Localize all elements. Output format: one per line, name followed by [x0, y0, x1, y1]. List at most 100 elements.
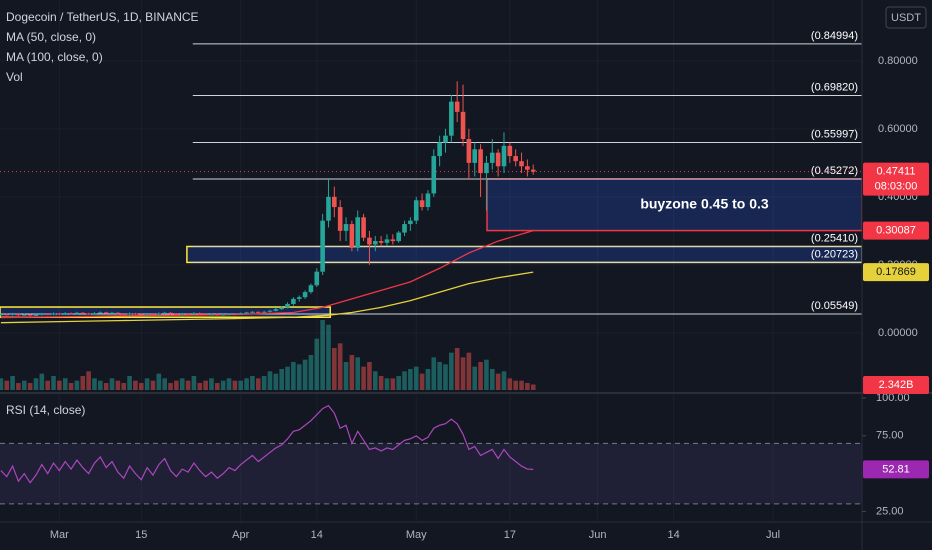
- rsi-pane: [0, 404, 862, 505]
- candle-body: [396, 232, 401, 242]
- volume-bar: [308, 355, 314, 390]
- volume-bar: [343, 362, 349, 390]
- volume-bar: [413, 366, 419, 390]
- volume-bar: [179, 378, 185, 390]
- volume-bar: [454, 348, 460, 390]
- ma-tag: 0.30087: [876, 224, 916, 236]
- volume-bar: [279, 369, 284, 390]
- currency-box[interactable]: [885, 6, 927, 29]
- x-tick-label: 14: [668, 529, 680, 541]
- volume-bar: [267, 371, 273, 390]
- level-label: (0.05549): [811, 300, 858, 312]
- candle-body: [355, 217, 361, 248]
- candle-body: [226, 313, 232, 315]
- volume-bar: [197, 383, 203, 390]
- volume-bar: [285, 366, 290, 390]
- volume-bar: [273, 373, 279, 390]
- candle-body: [209, 314, 214, 316]
- candle-body: [326, 196, 331, 221]
- volume-bar: [372, 371, 378, 390]
- volume-bar: [296, 364, 302, 390]
- candle-body: [361, 217, 366, 238]
- zone: [486, 178, 862, 232]
- volume-bar: [525, 383, 530, 390]
- volume-bar: [121, 383, 127, 390]
- volume-tag-bg: [863, 376, 929, 394]
- candle-body: [103, 312, 109, 314]
- volume-bar: [402, 371, 407, 390]
- volume-bar: [478, 362, 483, 390]
- candle-body: [378, 241, 384, 243]
- x-tick-label: Jun: [589, 529, 607, 541]
- candle-body: [62, 313, 68, 315]
- rsi-band: [0, 443, 862, 504]
- countdown: 08:03:00: [875, 181, 918, 193]
- candle-body: [144, 313, 150, 315]
- candle-body: [68, 313, 74, 315]
- volume-bar: [530, 384, 536, 390]
- volume-bar: [337, 343, 343, 390]
- candle-body: [244, 312, 249, 314]
- volume-bar: [255, 378, 261, 390]
- x-tick-label: 15: [135, 529, 147, 541]
- volume-bar: [156, 373, 162, 390]
- volume-bar: [10, 376, 15, 390]
- volume-bar: [384, 378, 390, 390]
- candle-body: [115, 312, 121, 314]
- candle-body: [530, 169, 536, 172]
- currency[interactable]: USDT: [891, 12, 921, 24]
- candle-body: [513, 156, 518, 162]
- candle-body: [220, 314, 226, 316]
- level-label: (0.84994): [811, 30, 858, 42]
- x-tick-label: Mar: [50, 529, 69, 541]
- ma-tag-bg: [863, 263, 929, 282]
- candle-body: [291, 298, 296, 304]
- candle-body: [150, 313, 156, 315]
- volume-bar: [150, 380, 156, 390]
- volume-bar: [449, 352, 454, 390]
- candle-body: [478, 149, 483, 174]
- volume-bar: [33, 378, 39, 390]
- volume-bar: [80, 376, 86, 390]
- grid: [0, 0, 862, 522]
- candle-body: [57, 313, 62, 315]
- volume-bar: [109, 378, 115, 390]
- volume-bar: [0, 378, 4, 390]
- candle-body: [109, 312, 115, 314]
- chart-title: Dogecoin / TetherUS, 1D, BINANCE: [6, 10, 199, 24]
- candle-body: [197, 313, 203, 315]
- volume-bar: [425, 369, 431, 390]
- candle-body: [402, 224, 407, 233]
- y-tick-label: 0.80000: [878, 55, 918, 67]
- candle-body: [16, 313, 21, 316]
- volume-bar: [396, 376, 401, 390]
- volume-bar: [226, 378, 232, 390]
- candle-body: [267, 310, 273, 312]
- candle-body: [238, 313, 244, 315]
- volume-bar: [68, 383, 74, 390]
- volume-bar: [92, 378, 97, 390]
- volume-bar: [431, 357, 437, 390]
- candle-body: [51, 313, 56, 315]
- volume-bar: [519, 380, 524, 390]
- y-tick-label: 25.00: [876, 505, 904, 517]
- candle-body: [203, 313, 208, 315]
- indicator-label[interactable]: RSI (14, close): [6, 403, 85, 417]
- volume-bar: [501, 371, 507, 390]
- indicator-label[interactable]: MA (100, close, 0): [6, 50, 103, 64]
- candle-body: [449, 101, 454, 136]
- volume-bar: [332, 348, 337, 390]
- volume-bar: [51, 376, 56, 390]
- indicator-label[interactable]: Vol: [6, 70, 23, 84]
- level-label: (0.20723): [811, 248, 858, 260]
- candle-body: [92, 313, 97, 315]
- volume-bar: [133, 380, 138, 390]
- y-tick-label: 75.00: [876, 430, 904, 442]
- indicator-label[interactable]: MA (50, close, 0): [6, 30, 96, 44]
- volume-bar: [162, 378, 167, 390]
- volume-bar: [466, 352, 472, 390]
- candle-body: [320, 220, 325, 272]
- candle-body: [419, 200, 425, 208]
- zone-label: buyzone 0.45 to 0.3: [640, 195, 769, 211]
